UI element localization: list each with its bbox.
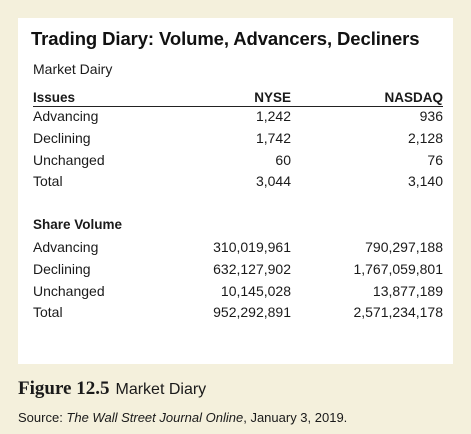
nasdaq-value: 76 xyxy=(427,152,443,168)
table-row: Declining 632,127,902 1,767,059,801 xyxy=(33,259,443,279)
table-title: Trading Diary: Volume, Advancers, Declin… xyxy=(31,28,420,49)
nasdaq-value: 13,877,189 xyxy=(372,283,443,299)
source-prefix: Source: xyxy=(18,410,67,425)
issues-header-row: Issues NYSE NASDAQ xyxy=(33,88,443,108)
table-row: Declining 1,742 2,128 xyxy=(33,128,443,148)
table-row: Unchanged 10,145,028 13,877,189 xyxy=(33,281,443,301)
figure-title: Market Diary xyxy=(115,381,207,398)
nyse-value: 1,242 xyxy=(255,108,291,124)
table-panel: Trading Diary: Volume, Advancers, Declin… xyxy=(18,18,453,364)
row-label: Advancing xyxy=(33,239,99,255)
nasdaq-value: 790,297,188 xyxy=(365,239,443,255)
header-rule xyxy=(33,106,443,107)
nyse-value: 310,019,961 xyxy=(213,239,291,255)
nyse-value: 1,742 xyxy=(255,130,291,146)
nyse-value: 60 xyxy=(275,152,291,168)
nyse-value: 10,145,028 xyxy=(220,283,291,299)
nasdaq-value: 936 xyxy=(419,108,443,124)
table-subtitle: Market Dairy xyxy=(33,61,113,77)
table-row: Advancing 1,242 936 xyxy=(33,106,443,126)
nasdaq-value: 2,571,234,178 xyxy=(353,304,443,320)
source-line: Source: The Wall Street Journal Online, … xyxy=(18,410,347,425)
nyse-column-header: NYSE xyxy=(254,90,291,105)
row-label: Advancing xyxy=(33,108,99,124)
nasdaq-value: 2,128 xyxy=(407,130,443,146)
figure-number: Figure 12.5 xyxy=(18,378,110,399)
nasdaq-value: 1,767,059,801 xyxy=(353,261,443,277)
row-label: Declining xyxy=(33,261,91,277)
row-label: Declining xyxy=(33,130,91,146)
nasdaq-column-header: NASDAQ xyxy=(384,90,443,105)
row-label: Total xyxy=(33,173,63,189)
row-label: Unchanged xyxy=(33,283,105,299)
table-row: Unchanged 60 76 xyxy=(33,150,443,170)
nyse-value: 632,127,902 xyxy=(213,261,291,277)
figure-caption: Figure 12.5 Market Diary xyxy=(18,378,206,400)
table-row: Advancing 310,019,961 790,297,188 xyxy=(33,237,443,257)
source-suffix: , January 3, 2019. xyxy=(243,410,348,425)
row-label: Unchanged xyxy=(33,152,105,168)
table-row: Total 3,044 3,140 xyxy=(33,171,443,191)
nyse-value: 3,044 xyxy=(255,173,291,189)
share-volume-title: Share Volume xyxy=(33,217,123,232)
table-row: Total 952,292,891 2,571,234,178 xyxy=(33,302,443,322)
issues-header-label: Issues xyxy=(33,90,76,105)
source-publication: The Wall Street Journal Online xyxy=(66,410,244,425)
nyse-value: 952,292,891 xyxy=(213,304,291,320)
nasdaq-value: 3,140 xyxy=(407,173,443,189)
row-label: Total xyxy=(33,304,63,320)
